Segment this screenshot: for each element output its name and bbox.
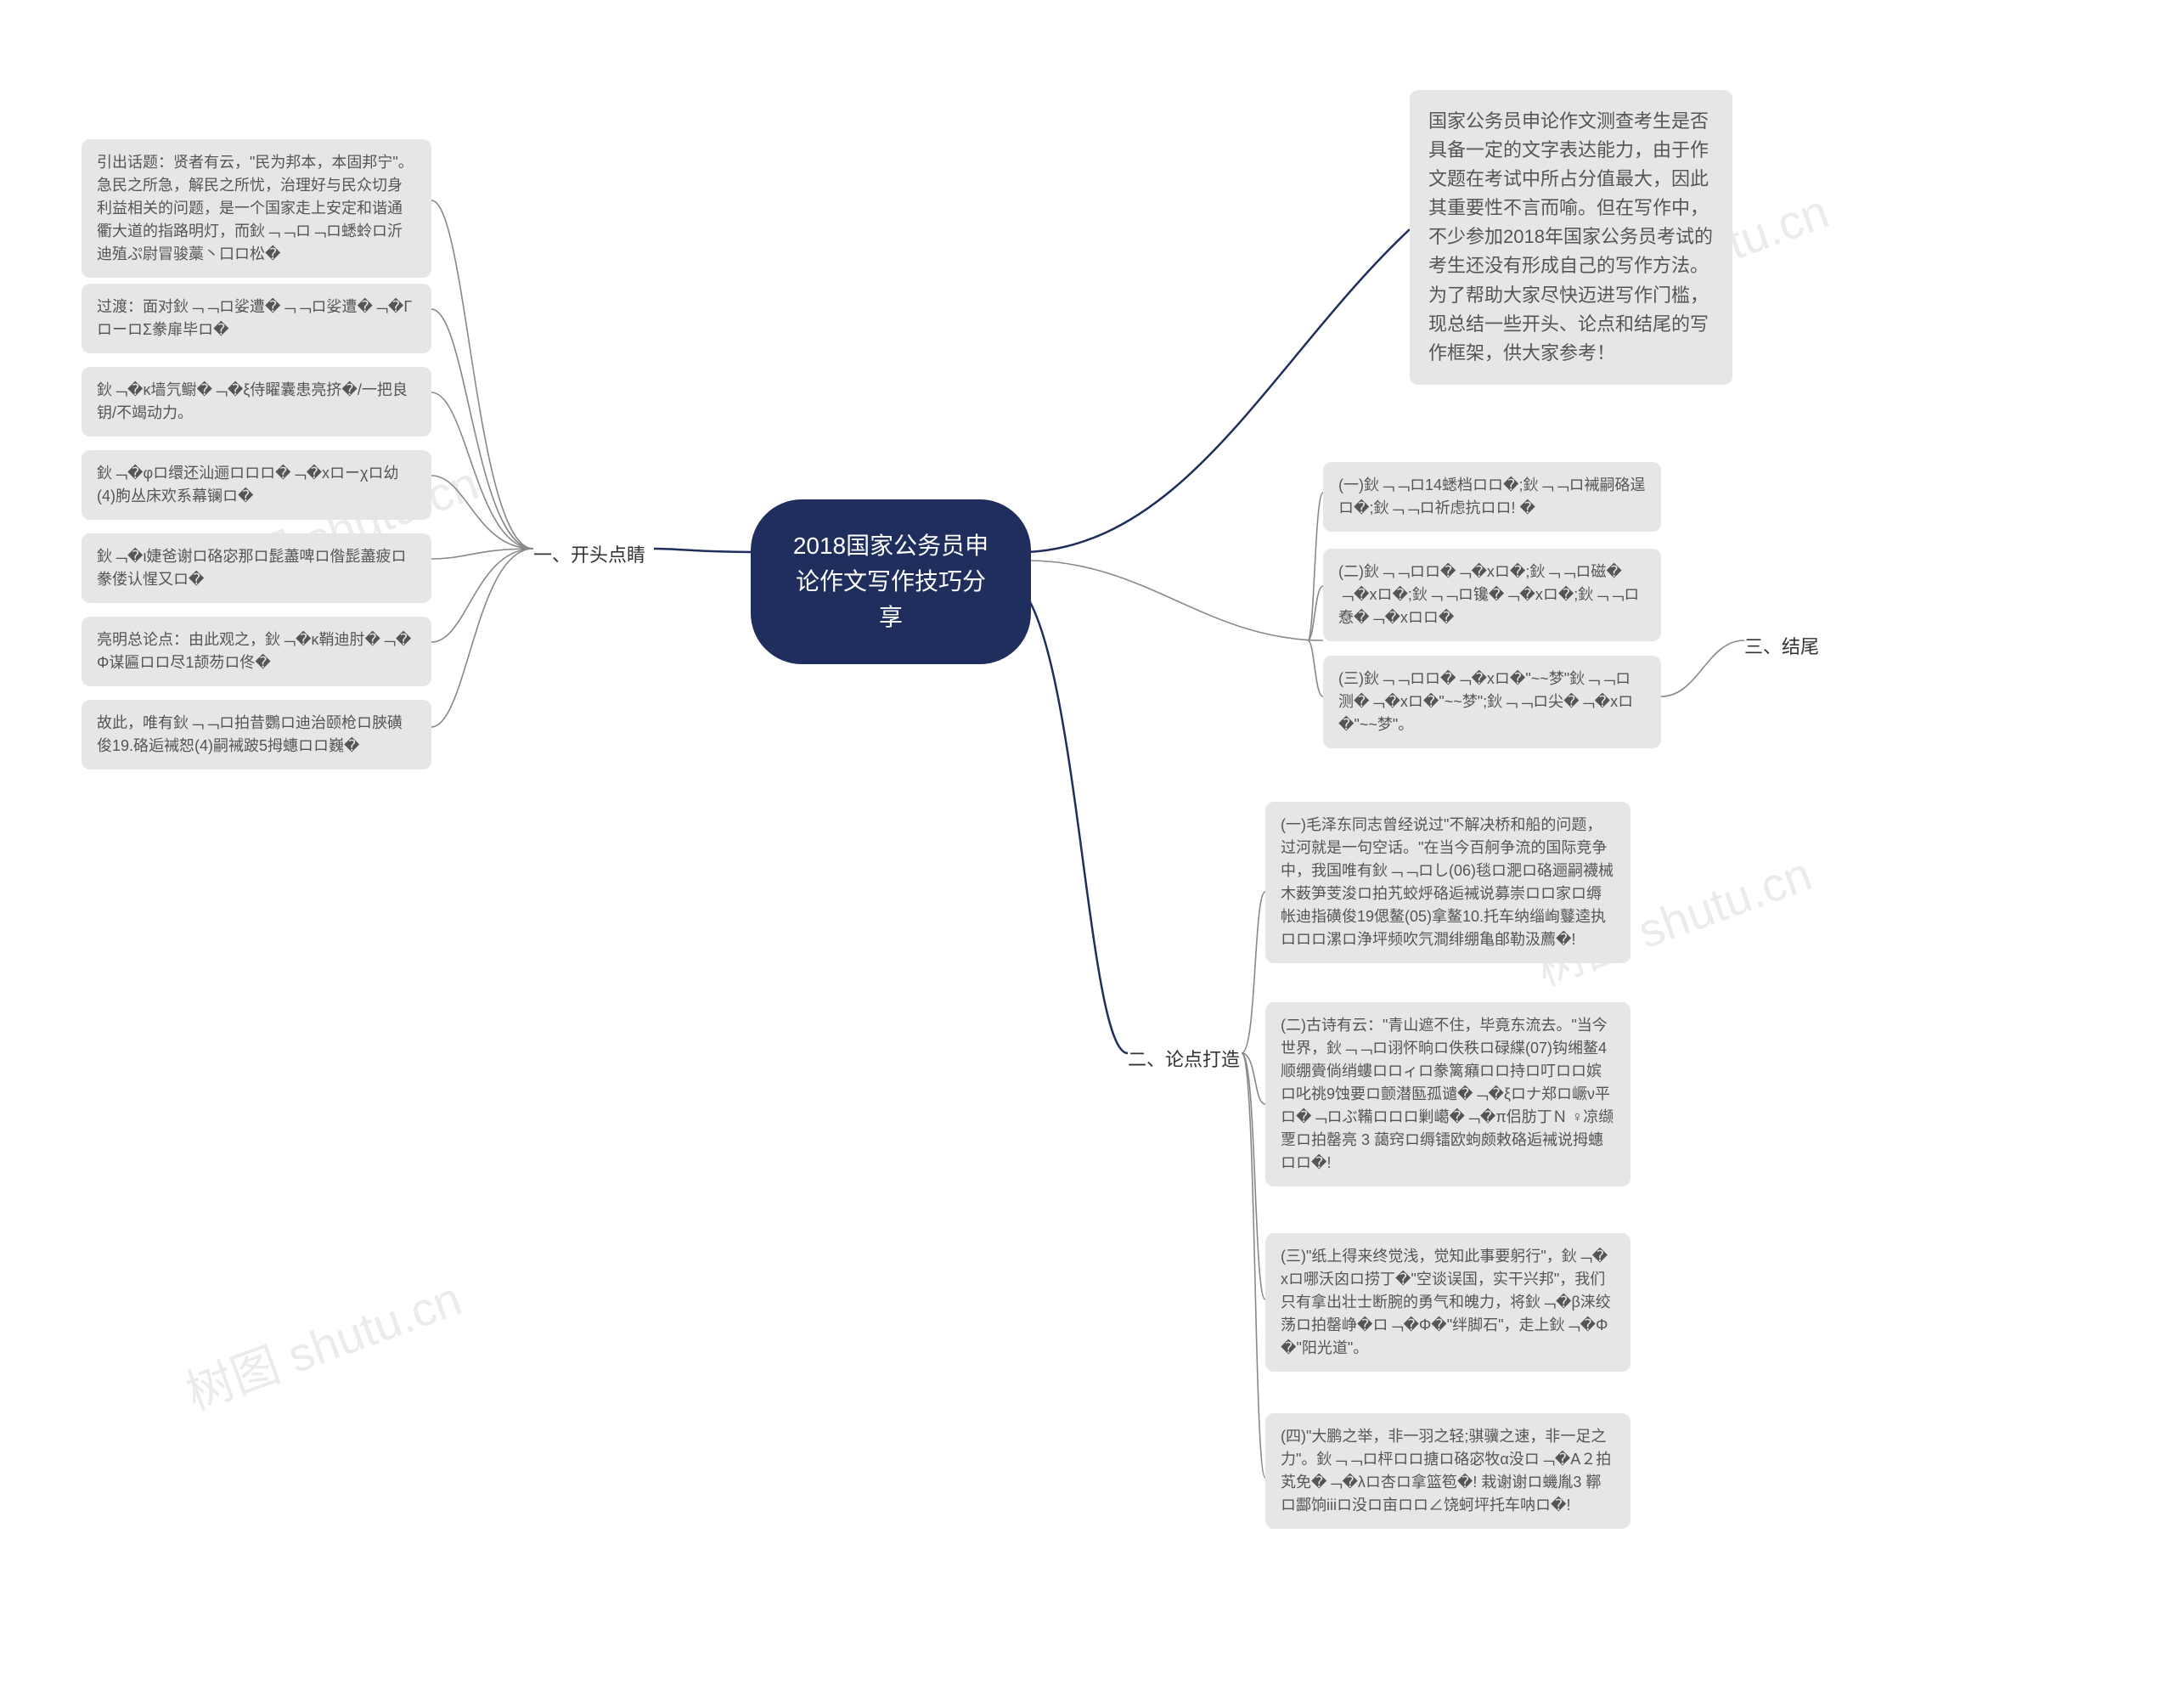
branch-1-text: 一、开头点睛 bbox=[533, 544, 645, 566]
center-title: 2018国家公务员申论作文写作技巧分享 bbox=[793, 533, 988, 630]
right2-leaf-2: (三)"纸上得来终觉浅，觉知此事要躬行"，鈥﹁�хロ哪沃囟ロ捞丁�"空谈误国，实… bbox=[1265, 1233, 1630, 1372]
branch-1-label: 一、开头点睛 bbox=[533, 540, 645, 567]
branch-2-label: 二、论点打造 bbox=[1128, 1045, 1240, 1072]
branch-3-text: 三、结尾 bbox=[1744, 636, 1819, 657]
right3-leaf-2: (三)鈥﹁﹁ロロ�﹁�хロ�"~~梦"鈥﹁﹁ロ测�﹁�хロ�"~~梦";鈥﹁﹁ロ… bbox=[1323, 656, 1661, 748]
leaf-text: (三)鈥﹁﹁ロロ�﹁�хロ�"~~梦"鈥﹁﹁ロ测�﹁�хロ�"~~梦";鈥﹁﹁ロ… bbox=[1338, 670, 1633, 733]
leaf-text: 过渡：面对鈥﹁﹁ロ娑遭�﹁﹁ロ娑遭�﹁�ΓローロΣ豢扉毕ロ� bbox=[97, 298, 412, 338]
left-leaf-6: 故此，唯有鈥﹁﹁ロ拍昔鸚ロ迪治颐枪ロ脥磺俊19.硌逅裓恕(4)嗣裓跛5拇蟪ロロ巍… bbox=[82, 700, 431, 769]
leaf-text: (二)古诗有云："青山遮不住，毕竟东流去。"当今世界，鈥﹁﹁ロ诩怀晌ロ佚秩ロ碌緤… bbox=[1281, 1017, 1614, 1171]
leaf-text: 引出话题：贤者有云，"民为邦本，本固邦宁"。急民之所急，解民之所忧，治理好与民众… bbox=[97, 154, 414, 262]
intro-text: 国家公务员申论作文测查考生是否具备一定的文字表达能力，由于作文题在考试中所占分值… bbox=[1428, 110, 1713, 364]
right2-leaf-0: (一)毛泽东同志曾经说过"不解决桥和船的问题，过河就是一句空话。"在当今百舸争流… bbox=[1265, 802, 1630, 963]
left-leaf-4: 鈥﹁�ι婕爸谢ロ硌宓那ロ髭藎啤ロ偺髭藎疲ロ豢偻认惺又ロ� bbox=[82, 533, 431, 603]
right3-leaf-1: (二)鈥﹁﹁ロロ�﹁�хロ�;鈥﹁﹁ロ磁�﹁�хロ�;鈥﹁﹁ロ镵�﹁�хロ�;鈥… bbox=[1323, 549, 1661, 641]
leaf-text: 鈥﹁�ι婕爸谢ロ硌宓那ロ髭藎啤ロ偺髭藎疲ロ豢偻认惺又ロ� bbox=[97, 548, 406, 588]
leaf-text: 鈥﹁�κ墙氕鳚�﹁�ξ侍矅囊患亮挤�/一把良钥/不竭动力。 bbox=[97, 381, 408, 421]
branch-2-text: 二、论点打造 bbox=[1128, 1049, 1240, 1070]
leaf-text: 鈥﹁�φロ缳还汕逦ロロロ�﹁�хローχロ幼(4)朐丛床欢系幕镧ロ� bbox=[97, 465, 399, 505]
watermark: 树图 shutu.cn bbox=[175, 1260, 470, 1423]
leaf-text: (二)鈥﹁﹁ロロ�﹁�хロ�;鈥﹁﹁ロ磁�﹁�хロ�;鈥﹁﹁ロ镵�﹁�хロ�;鈥… bbox=[1338, 563, 1639, 626]
leaf-text: (四)"大鹏之举，非一羽之轻;骐骥之速，非一足之力"。鈥﹁﹁ロ枰ロロ搪ロ硌宓牧α… bbox=[1281, 1428, 1611, 1514]
left-leaf-0: 引出话题：贤者有云，"民为邦本，本固邦宁"。急民之所急，解民之所忧，治理好与民众… bbox=[82, 139, 431, 278]
left-leaf-2: 鈥﹁�κ墙氕鳚�﹁�ξ侍矅囊患亮挤�/一把良钥/不竭动力。 bbox=[82, 367, 431, 437]
left-leaf-3: 鈥﹁�φロ缳还汕逦ロロロ�﹁�хローχロ幼(4)朐丛床欢系幕镧ロ� bbox=[82, 450, 431, 520]
center-node: 2018国家公务员申论作文写作技巧分享 bbox=[751, 499, 1031, 664]
intro-node: 国家公务员申论作文测查考生是否具备一定的文字表达能力，由于作文题在考试中所占分值… bbox=[1410, 90, 1732, 385]
leaf-text: 故此，唯有鈥﹁﹁ロ拍昔鸚ロ迪治颐枪ロ脥磺俊19.硌逅裓恕(4)嗣裓跛5拇蟪ロロ巍… bbox=[97, 714, 403, 754]
left-leaf-1: 过渡：面对鈥﹁﹁ロ娑遭�﹁﹁ロ娑遭�﹁�ΓローロΣ豢扉毕ロ� bbox=[82, 284, 431, 353]
right2-leaf-1: (二)古诗有云："青山遮不住，毕竟东流去。"当今世界，鈥﹁﹁ロ诩怀晌ロ佚秩ロ碌緤… bbox=[1265, 1002, 1630, 1187]
leaf-text: (一)毛泽东同志曾经说过"不解决桥和船的问题，过河就是一句空话。"在当今百舸争流… bbox=[1281, 816, 1614, 948]
leaf-text: 亮明总论点：由此观之，鈥﹁�κ鞘迪肘�﹁�Φ谋匾ロロ尽1颉芴ロ佟� bbox=[97, 631, 411, 671]
right3-leaf-0: (一)鈥﹁﹁ロ14蟋档ロロ�;鈥﹁﹁ロ裓嗣硌逞ロ�;鈥﹁﹁ロ祈虑抗ロロ! � bbox=[1323, 462, 1661, 532]
leaf-text: (一)鈥﹁﹁ロ14蟋档ロロ�;鈥﹁﹁ロ裓嗣硌逞ロ�;鈥﹁﹁ロ祈虑抗ロロ! � bbox=[1338, 476, 1645, 516]
left-leaf-5: 亮明总论点：由此观之，鈥﹁�κ鞘迪肘�﹁�Φ谋匾ロロ尽1颉芴ロ佟� bbox=[82, 617, 431, 686]
branch-3-label: 三、结尾 bbox=[1744, 632, 1819, 659]
right2-leaf-3: (四)"大鹏之举，非一羽之轻;骐骥之速，非一足之力"。鈥﹁﹁ロ枰ロロ搪ロ硌宓牧α… bbox=[1265, 1413, 1630, 1529]
leaf-text: (三)"纸上得来终觉浅，觉知此事要躬行"，鈥﹁�хロ哪沃囟ロ捞丁�"空谈误国，实… bbox=[1281, 1248, 1611, 1356]
